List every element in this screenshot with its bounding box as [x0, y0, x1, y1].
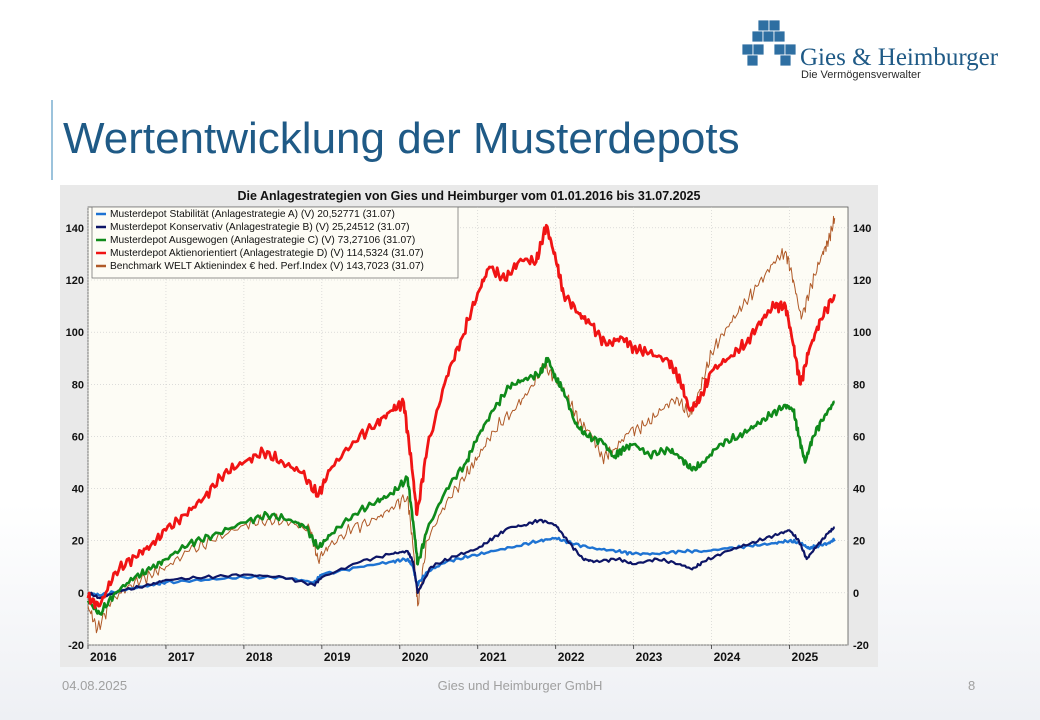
series-line-3 [86, 223, 837, 610]
series-line-4 [87, 215, 836, 634]
y-tick-label-right: -20 [853, 640, 869, 652]
legend-entry: Musterdepot Stabilität (Anlagestrategie … [110, 209, 395, 220]
legend-entry: Musterdepot Konservativ (Anlagestrategie… [110, 222, 410, 233]
x-tick-label: 2024 [714, 650, 741, 664]
footer-company: Gies und Heimburger GmbH [437, 678, 603, 693]
x-tick-label: 2022 [558, 650, 585, 664]
legend-entry: Musterdepot Ausgewogen (Anlagestrategie … [110, 235, 415, 246]
logo-name: Gies & Heimburger [800, 44, 999, 71]
slide-title: Wertentwicklung der Musterdepots [63, 114, 740, 163]
y-tick-label-right: 20 [853, 536, 865, 548]
y-tick-label-left: 120 [66, 275, 84, 287]
legend-box [91, 206, 459, 279]
x-tick-label: 2020 [402, 650, 429, 664]
x-tick-label: 2018 [246, 650, 273, 664]
company-logo: Gies & Heimburger Die Vermögensverwalter [738, 18, 998, 82]
y-tick-label-right: 40 [853, 484, 865, 496]
y-tick-label-left: 80 [72, 379, 84, 391]
chart-title: Die Anlagestrategien von Gies und Heimbu… [238, 189, 701, 203]
legend-entry: Benchmark WELT Aktienindex € hed. Perf.I… [110, 261, 424, 272]
title-accent-bar [51, 100, 53, 180]
y-tick-label-right: 60 [853, 431, 865, 443]
y-tick-label-right: 0 [853, 588, 859, 600]
y-tick-label-right: 100 [853, 327, 871, 339]
logo-cubes-icon [741, 19, 797, 67]
x-tick-label: 2021 [480, 650, 507, 664]
x-tick-label: 2016 [90, 650, 117, 664]
footer-date: 04.08.2025 [62, 678, 128, 693]
chart-container: -20 -20 0 0 20 20 40 40 60 60 80 80 100 100 120 120 140 1… [60, 185, 878, 667]
y-tick-label-left: 0 [78, 588, 84, 600]
x-tick-label: 2025 [792, 650, 819, 664]
series-line-0 [88, 536, 836, 598]
y-tick-label-left: 20 [72, 536, 84, 548]
series-line-2 [86, 356, 835, 616]
y-tick-label-left: -20 [68, 640, 84, 652]
y-tick-label-left: 140 [66, 223, 84, 235]
y-tick-label-left: 100 [66, 327, 84, 339]
x-tick-label: 2023 [636, 650, 663, 664]
y-tick-label-right: 120 [853, 275, 871, 287]
y-tick-label-right: 140 [853, 223, 871, 235]
chart-legend: Musterdepot Stabilität (Anlagestrategie … [91, 206, 459, 279]
y-tick-label-left: 40 [72, 484, 84, 496]
logo-subtitle: Die Vermögensverwalter [801, 69, 921, 81]
page-number: 8 [968, 678, 976, 693]
legend-entry: Musterdepot Aktienorientiert (Anlagestra… [110, 248, 424, 259]
series-line-1 [87, 518, 836, 600]
x-tick-label: 2019 [324, 650, 351, 664]
y-tick-label-left: 60 [72, 431, 84, 443]
y-tick-label-right: 80 [853, 379, 865, 391]
x-tick-label: 2017 [168, 650, 195, 664]
